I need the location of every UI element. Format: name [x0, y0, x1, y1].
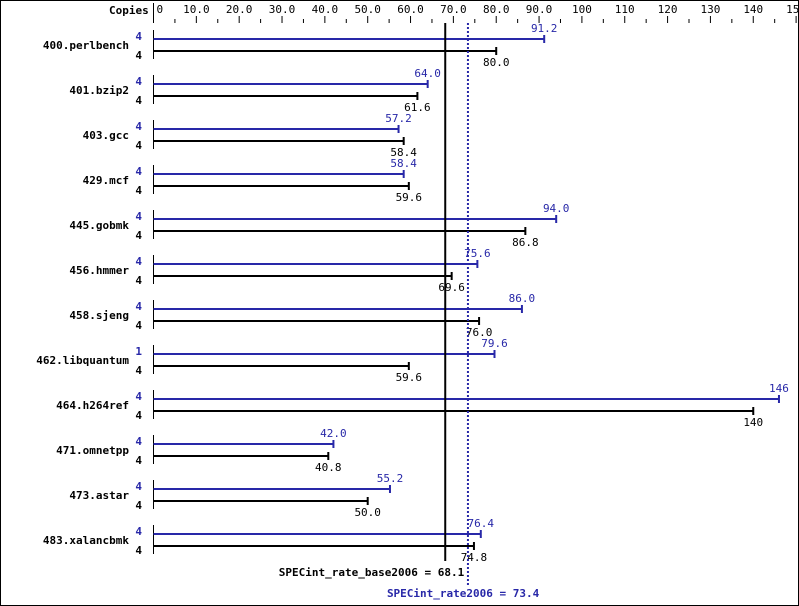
base-value-label: 59.6 — [396, 371, 423, 384]
base-copies: 4 — [135, 184, 142, 197]
base-value-label: 59.6 — [396, 191, 423, 204]
tick-label: 90.0 — [526, 3, 553, 16]
tick-label: 100 — [572, 3, 592, 16]
tick-label: 140 — [743, 3, 763, 16]
base-value-label: 50.0 — [354, 506, 381, 519]
tick-label: 70.0 — [440, 3, 467, 16]
tick-label: 10.0 — [183, 3, 210, 16]
tick-label: 0 — [157, 3, 164, 16]
base-value-label: 40.8 — [315, 461, 342, 474]
peak-copies: 4 — [135, 165, 142, 178]
benchmark-label: 464.h264ref — [56, 399, 129, 412]
peak-value-label: 91.2 — [531, 22, 558, 35]
peak-value-label: 58.4 — [390, 157, 417, 170]
peak-copies: 4 — [135, 435, 142, 448]
peak-copies: 4 — [135, 210, 142, 223]
base-value-label: 61.6 — [404, 101, 431, 114]
peak-copies: 4 — [135, 480, 142, 493]
tick-label: 110 — [615, 3, 635, 16]
base-copies: 4 — [135, 94, 142, 107]
base-value-label: 74.8 — [461, 551, 488, 564]
base-copies: 4 — [135, 139, 142, 152]
peak-value-label: 146 — [769, 382, 789, 395]
benchmark-label: 401.bzip2 — [69, 84, 129, 97]
peak-copies: 4 — [135, 30, 142, 43]
base-copies: 4 — [135, 319, 142, 332]
tick-label: 120 — [658, 3, 678, 16]
base-copies: 4 — [135, 454, 142, 467]
peak-copies: 1 — [135, 345, 142, 358]
base-copies: 4 — [135, 499, 142, 512]
base-value-label: 58.4 — [390, 146, 417, 159]
base-value-label: 86.8 — [512, 236, 539, 249]
peak-value-label: 76.4 — [468, 517, 495, 530]
peak-copies: 4 — [135, 255, 142, 268]
peak-value-label: 75.6 — [464, 247, 491, 260]
peak-copies: 4 — [135, 525, 142, 538]
base-copies: 4 — [135, 364, 142, 377]
base-value-label: 69.6 — [438, 281, 465, 294]
benchmark-label: 462.libquantum — [36, 354, 129, 367]
benchmark-label: 471.omnetpp — [56, 444, 129, 457]
tick-label: 80.0 — [483, 3, 510, 16]
base-copies: 4 — [135, 544, 142, 557]
peak-value-label: 55.2 — [377, 472, 404, 485]
peak-value-label: 42.0 — [320, 427, 347, 440]
tick-label: 30.0 — [269, 3, 296, 16]
base-value-label: 76.0 — [466, 326, 493, 339]
benchmark-label: 445.gobmk — [69, 219, 129, 232]
base-mean-label: SPECint_rate_base2006 = 68.1 — [279, 566, 465, 579]
peak-mean-label: SPECint_rate2006 = 73.4 — [387, 587, 540, 600]
peak-copies: 4 — [135, 75, 142, 88]
base-copies: 4 — [135, 229, 142, 242]
peak-copies: 4 — [135, 120, 142, 133]
peak-value-label: 57.2 — [385, 112, 412, 125]
base-value-label: 140 — [743, 416, 763, 429]
tick-label: 20.0 — [226, 3, 253, 16]
base-value-label: 80.0 — [483, 56, 510, 69]
peak-copies: 4 — [135, 390, 142, 403]
base-copies: 4 — [135, 274, 142, 287]
benchmark-label: 473.astar — [69, 489, 129, 502]
peak-value-label: 79.6 — [481, 337, 508, 350]
peak-value-label: 64.0 — [414, 67, 441, 80]
tick-label: 130 — [700, 3, 720, 16]
tick-label: 60.0 — [397, 3, 424, 16]
tick-label: 40.0 — [312, 3, 339, 16]
peak-copies: 4 — [135, 300, 142, 313]
base-copies: 4 — [135, 409, 142, 422]
benchmark-label: 458.sjeng — [69, 309, 129, 322]
benchmark-label: 456.hmmer — [69, 264, 129, 277]
benchmark-label: 429.mcf — [83, 174, 129, 187]
tick-label: 50.0 — [354, 3, 381, 16]
benchmark-label: 483.xalancbmk — [43, 534, 129, 547]
benchmark-label: 403.gcc — [83, 129, 129, 142]
copies-header: Copies — [109, 4, 149, 17]
benchmark-label: 400.perlbench — [43, 39, 129, 52]
peak-value-label: 86.0 — [509, 292, 536, 305]
peak-value-label: 94.0 — [543, 202, 570, 215]
tick-label: 150 — [786, 3, 798, 16]
base-copies: 4 — [135, 49, 142, 62]
